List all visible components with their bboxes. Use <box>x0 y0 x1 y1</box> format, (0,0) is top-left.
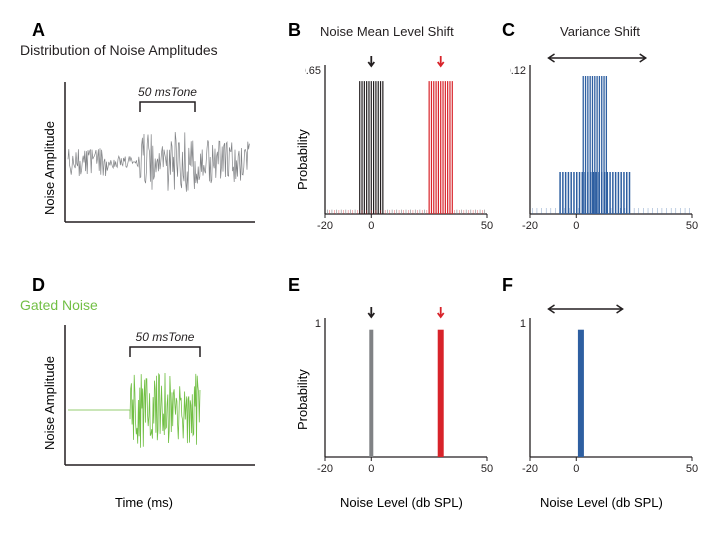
title-meanshift: Noise Mean Level Shift <box>320 24 454 39</box>
svg-text:-20: -20 <box>317 463 333 475</box>
label-F: F <box>502 275 513 296</box>
svg-text:0.65: 0.65 <box>305 65 321 77</box>
svg-text:1: 1 <box>315 318 321 330</box>
title-dist: Distribution of Noise Amplitudes <box>20 42 218 58</box>
svg-text:0: 0 <box>368 220 374 232</box>
xlabel-noise2: Noise Level (db SPL) <box>540 495 663 510</box>
svg-text:-20: -20 <box>522 220 538 232</box>
label-D: D <box>32 275 45 296</box>
panel-D: 50 msTone <box>50 315 260 485</box>
figure-grid: A B C D E F Distribution of Noise Amplit… <box>20 20 701 518</box>
svg-text:0: 0 <box>573 463 579 475</box>
svg-text:1: 1 <box>520 318 526 330</box>
label-C: C <box>502 20 515 41</box>
xlabel-time: Time (ms) <box>115 495 173 510</box>
panel-C: -20 0 50 0.12 <box>510 42 700 242</box>
svg-text:0: 0 <box>573 220 579 232</box>
svg-text:0.12: 0.12 <box>510 65 526 77</box>
panel-F: -20 0 50 1 <box>510 295 700 485</box>
title-varshift: Variance Shift <box>560 24 640 39</box>
svg-text:0: 0 <box>368 463 374 475</box>
svg-text:50: 50 <box>481 463 493 475</box>
panel-A: 50 msTone <box>50 62 260 242</box>
svg-text:50: 50 <box>481 220 493 232</box>
label-B: B <box>288 20 301 41</box>
title-gated: Gated Noise <box>20 297 98 313</box>
svg-text:-20: -20 <box>317 220 333 232</box>
label-A: A <box>32 20 45 41</box>
panel-E: -20 0 50 1 <box>305 295 495 485</box>
label-E: E <box>288 275 300 296</box>
svg-text:50: 50 <box>686 463 698 475</box>
panel-B: -20 0 50 0.65 <box>305 42 495 242</box>
svg-text:-20: -20 <box>522 463 538 475</box>
svg-text:50: 50 <box>686 220 698 232</box>
xlabel-noise1: Noise Level (db SPL) <box>340 495 463 510</box>
svg-text:50 msTone: 50 msTone <box>136 330 195 344</box>
svg-text:50 msTone: 50 msTone <box>138 85 197 99</box>
